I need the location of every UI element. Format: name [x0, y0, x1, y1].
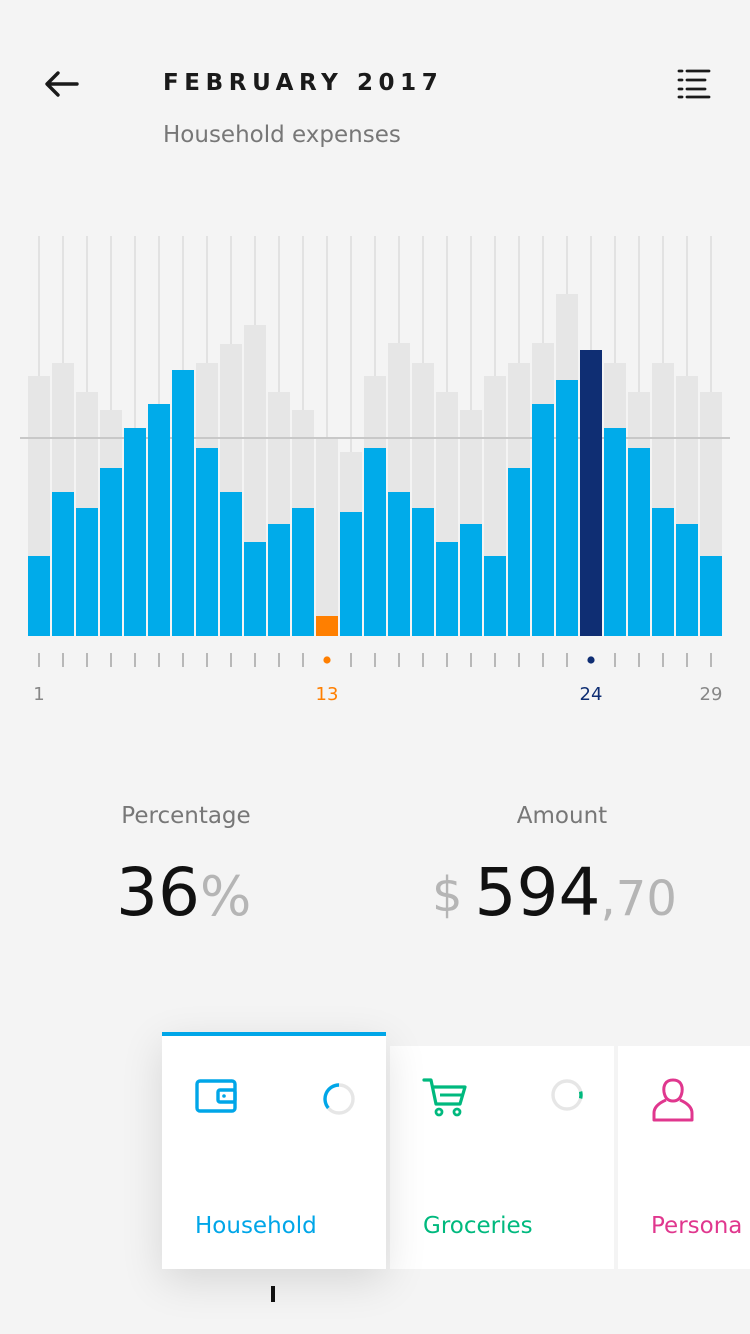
- x-tick-label: 29: [700, 684, 723, 705]
- percentage-number: 36: [116, 854, 200, 931]
- category-label-groceries: Groceries: [423, 1213, 533, 1239]
- bar-day-9: [220, 492, 242, 636]
- bar-day-16: [388, 492, 410, 636]
- percentage-value: 36%: [116, 854, 251, 931]
- bar-day-27: [652, 508, 674, 636]
- bar-day-17: [412, 508, 434, 636]
- bar-day-11: [268, 524, 290, 636]
- bar-day-3: [76, 508, 98, 636]
- menu-button[interactable]: [668, 62, 720, 106]
- bar-day-23: [556, 380, 578, 636]
- bar-day-4: [100, 468, 122, 636]
- back-button[interactable]: [36, 62, 86, 106]
- x-tick-label: 1: [33, 684, 44, 705]
- amount-label: Amount: [516, 803, 608, 829]
- scroll-indicator: [271, 1286, 275, 1302]
- percentage-label: Percentage: [121, 803, 251, 829]
- page-subtitle: Household expenses: [163, 122, 401, 148]
- amount-value: $594,70: [432, 854, 677, 931]
- background-bar: [316, 438, 338, 636]
- tick-dot-day-13: [323, 656, 331, 664]
- bar-day-26: [628, 448, 650, 636]
- bar-day-29: [700, 556, 722, 636]
- bar-day-19: [460, 524, 482, 636]
- bar-day-5: [124, 428, 146, 636]
- bar-day-6: [148, 404, 170, 636]
- bar-day-20: [484, 556, 506, 636]
- category-card-groceries[interactable]: Groceries: [390, 1046, 614, 1269]
- bar-day-7: [172, 370, 194, 636]
- amount-currency: $: [432, 867, 463, 923]
- bar-day-18: [436, 542, 458, 636]
- cart-icon: [422, 1078, 467, 1117]
- person-icon: [652, 1078, 694, 1122]
- category-card-personal[interactable]: Persona: [618, 1046, 750, 1269]
- bar-day-2: [52, 492, 74, 636]
- x-tick-label: 24: [580, 684, 603, 705]
- bar-day-22: [532, 404, 554, 636]
- household-progress-ring: [323, 1083, 355, 1115]
- category-card-household[interactable]: Household: [162, 1032, 386, 1269]
- expenses-bar-chart: 1 13 24 29: [20, 236, 730, 705]
- x-tick-label: 13: [316, 684, 339, 705]
- bar-day-21: [508, 468, 530, 636]
- bar-day-13: [316, 616, 338, 636]
- tick-dot-day-24: [587, 656, 595, 664]
- bar-day-10: [244, 542, 266, 636]
- bar-day-12: [292, 508, 314, 636]
- category-label-personal: Persona: [651, 1213, 743, 1239]
- page-title: FEBRUARY 2017: [163, 70, 444, 96]
- category-label-household: Household: [195, 1213, 317, 1239]
- bar-day-15: [364, 448, 386, 636]
- bar-day-8: [196, 448, 218, 636]
- bar-day-25: [604, 428, 626, 636]
- bar-day-24: [580, 350, 602, 636]
- amount-number: 594: [474, 854, 601, 931]
- wallet-icon: [195, 1079, 237, 1113]
- back-arrow-icon: [45, 71, 79, 97]
- bar-day-14: [340, 512, 362, 636]
- bar-day-28: [676, 524, 698, 636]
- percentage-unit: %: [199, 865, 252, 928]
- groceries-progress-ring: [551, 1079, 583, 1111]
- amount-decimal: ,70: [600, 871, 677, 927]
- list-menu-icon: [677, 69, 711, 99]
- bar-day-1: [28, 556, 50, 636]
